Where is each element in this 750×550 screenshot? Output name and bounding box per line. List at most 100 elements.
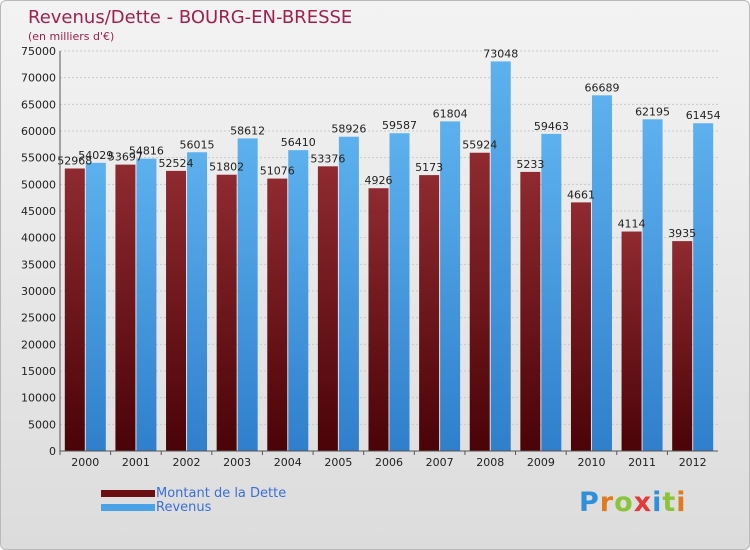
x-tick-label-2002: 2002 [173, 456, 201, 469]
y-tick-label: 10000 [21, 392, 56, 405]
y-tick-label: 70000 [21, 72, 56, 85]
logo-letter: i [652, 487, 663, 518]
y-tick-label: 25000 [21, 312, 56, 325]
data-label-debt-2002: 52524 [159, 157, 194, 170]
bar-revenus-2007 [440, 121, 461, 452]
y-tick-label: 60000 [21, 125, 56, 138]
data-label-revenus-2002: 56015 [180, 138, 215, 151]
data-label-revenus-2009: 59463 [534, 120, 569, 133]
logo-letter: r [599, 487, 615, 518]
bars [64, 61, 714, 452]
data-label-revenus-2000: 54029 [78, 149, 113, 162]
y-tick-label: 0 [49, 445, 56, 458]
legend-label-debt: Montant de la Dette [156, 486, 287, 501]
bar-revenus-2001 [136, 158, 157, 451]
bar-revenus-2002 [187, 152, 208, 451]
data-label-debt-2008: 55924 [462, 139, 497, 152]
x-tick-label-2005: 2005 [324, 456, 352, 469]
y-tick-label: 5000 [28, 418, 56, 431]
legend-swatch-debt [101, 490, 155, 497]
bar-revenus-2011 [642, 119, 663, 451]
legend-label-revenus: Revenus [156, 500, 212, 515]
y-tick-label: 50000 [21, 178, 56, 191]
bar-revenus-2012 [693, 123, 714, 451]
bar-revenus-2003 [237, 138, 258, 452]
data-label-debt-2006: 4926 [365, 174, 393, 187]
bar-revenus-2000 [85, 162, 106, 451]
bar-revenus-2005 [338, 136, 359, 451]
data-label-debt-2000: 52968 [57, 155, 92, 168]
data-label-debt-2011: 4114 [618, 218, 646, 231]
logo-letter: P [579, 487, 600, 518]
data-label-debt-2004: 51076 [260, 165, 295, 178]
bar-debt-2007 [419, 175, 440, 451]
bar-debt-2004 [267, 178, 288, 451]
x-tick-label-2006: 2006 [375, 456, 403, 469]
x-tick-label-2001: 2001 [122, 456, 150, 469]
data-label-revenus-2005: 58926 [331, 123, 366, 136]
y-tick-label: 35000 [21, 258, 56, 271]
x-tick-label-2012: 2012 [679, 456, 707, 469]
grid-lines [60, 50, 718, 425]
y-tick-label: 40000 [21, 232, 56, 245]
bar-debt-2000 [64, 168, 85, 451]
logo-letter: o [614, 487, 634, 518]
bar-revenus-2006 [389, 133, 410, 451]
x-tick-label-2000: 2000 [71, 456, 99, 469]
y-tick-label: 65000 [21, 98, 56, 111]
logo-letter: i [676, 487, 687, 518]
data-label-debt-2001: 53697 [108, 151, 143, 164]
y-tick-label: 55000 [21, 152, 56, 165]
bar-debt-2009 [520, 171, 541, 451]
x-tick-label-2004: 2004 [274, 456, 302, 469]
data-label-debt-2003: 51802 [209, 161, 244, 174]
bar-debt-2005 [317, 166, 338, 451]
data-label-debt-2010: 4661 [567, 188, 595, 201]
bar-debt-2011 [621, 231, 642, 451]
bar-revenus-2009 [541, 133, 562, 451]
y-tick-label: 20000 [21, 338, 56, 351]
data-label-revenus-2006: 59587 [382, 119, 417, 132]
data-label-revenus-2004: 56410 [281, 136, 316, 149]
y-tick-label: 75000 [21, 45, 56, 58]
proxiti-logo: Proxiti [579, 487, 687, 518]
x-tick-label-2009: 2009 [527, 456, 555, 469]
bar-revenus-2004 [288, 150, 309, 451]
data-label-debt-2007: 5173 [415, 161, 443, 174]
bar-debt-2002 [166, 170, 187, 451]
bar-debt-2008 [469, 152, 490, 452]
chart-subtitle: (en milliers d'€) [28, 30, 115, 43]
logo-letter: x [633, 487, 653, 518]
x-tick-label-2007: 2007 [426, 456, 454, 469]
data-label-debt-2012: 3935 [668, 227, 696, 240]
x-tick-label-2011: 2011 [628, 456, 656, 469]
y-tick-label: 15000 [21, 365, 56, 378]
bar-debt-2010 [570, 202, 591, 451]
x-tick-label-2010: 2010 [577, 456, 605, 469]
y-tick-label: 45000 [21, 205, 56, 218]
data-label-debt-2005: 53376 [310, 152, 345, 165]
bar-debt-2001 [115, 164, 136, 451]
x-tick-label-2003: 2003 [223, 456, 251, 469]
bar-debt-2006 [368, 188, 389, 451]
y-tick-label: 30000 [21, 285, 56, 298]
data-label-revenus-2003: 58612 [230, 124, 265, 137]
chart-title: Revenus/Dette - BOURG-EN-BRESSE [28, 7, 353, 28]
data-label-revenus-2010: 66689 [584, 81, 619, 94]
x-tick-label-2008: 2008 [476, 456, 504, 469]
axes: 0 5000 10000 15000 20000 25000 30000 35000 40000… [21, 45, 718, 469]
legend-swatch-revenus [101, 504, 155, 511]
data-label-revenus-2011: 62195 [635, 105, 670, 118]
data-label-revenus-2008: 73048 [483, 47, 518, 60]
data-label-debt-2009: 5233 [516, 158, 544, 171]
bar-revenus-2008 [490, 61, 511, 451]
data-label-revenus-2007: 61804 [433, 107, 468, 120]
bar-debt-2003 [216, 174, 237, 452]
bar-debt-2012 [672, 241, 693, 451]
data-label-revenus-2001: 54816 [129, 145, 164, 158]
bar-revenus-2010 [591, 95, 612, 452]
data-label-revenus-2012: 61454 [686, 109, 721, 122]
